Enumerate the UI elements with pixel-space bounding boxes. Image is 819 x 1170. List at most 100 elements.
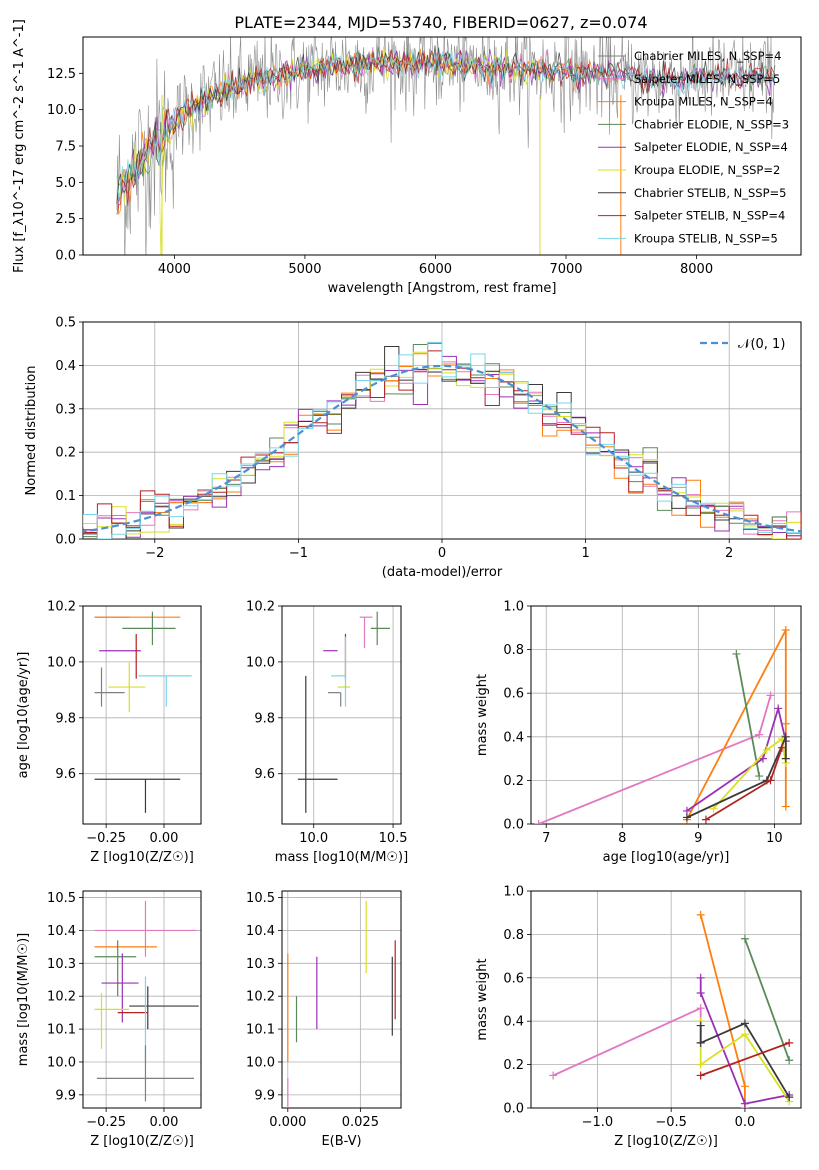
legend-entry: Chabrier MILES, N_SSP=4: [634, 49, 781, 63]
age-vs-mass-errorbars: [297, 611, 390, 813]
legend-entry: Chabrier STELIB, N_SSP=5: [634, 186, 786, 200]
y-tick-label: 10.0: [246, 1055, 275, 1070]
weight-point-marker: [740, 1030, 749, 1039]
y-tick-label: 9.6: [55, 767, 76, 782]
weight-series-line: [686, 705, 787, 812]
x-tick-label: 8000: [680, 262, 713, 277]
mass-vs-Z-errorbars: [94, 900, 199, 1102]
weight-series-line: [735, 653, 761, 777]
age-vs-Z-ylabel: age [log10(age/yr)]: [16, 652, 31, 779]
y-tick-label: 10.3: [246, 957, 275, 972]
weight-point-marker: [785, 1056, 794, 1065]
weight-vs-Z-axes: −1.0 −0.5 0.0 0.0 0.2 0.4 0.6 0.8 1.0 Z [log10(Z/…: [475, 885, 802, 1149]
x-tick-label: 7: [542, 831, 550, 846]
weight-point-marker: [781, 625, 790, 634]
x-tick-label: 7000: [549, 262, 582, 277]
mass-vs-EBV-frame: [281, 890, 402, 1109]
residuals-hist-layer: [83, 341, 801, 539]
weight-point-marker: [740, 934, 749, 943]
x-tick-label: −2: [145, 546, 164, 561]
weight-series-line: [552, 1006, 702, 1077]
weight-series-line: [538, 695, 772, 824]
x-tick-label: −1.0: [582, 1115, 614, 1130]
x-tick-label: 0.0: [735, 1115, 756, 1130]
spectrum-series-8: [116, 48, 776, 201]
weight-point-marker: [758, 754, 767, 763]
y-tick-label: 12.5: [47, 67, 76, 82]
weight-vs-age-lines: [534, 625, 790, 824]
weight-point-marker: [740, 1019, 749, 1028]
weight-point-marker: [696, 973, 705, 982]
y-tick-label: 0.0: [55, 249, 76, 264]
weight-point-marker: [777, 743, 786, 752]
figure-title: PLATE=2344, MJD=53740, FIBERID=0627, z=0…: [234, 13, 647, 32]
weight-point-marker: [766, 691, 775, 700]
y-tick-label: 0.5: [55, 316, 76, 331]
x-tick-label: −0.5: [655, 1115, 687, 1130]
y-tick-label: 9.8: [254, 711, 275, 726]
x-tick-label: 0.000: [269, 1115, 306, 1130]
y-tick-label: 0.4: [503, 730, 524, 745]
y-tick-label: 10.1: [47, 1023, 76, 1038]
weight-point-marker: [696, 988, 705, 997]
plots-layer: 4000 5000 6000 7000 80000.02.55.07.510.012.5…: [12, 19, 802, 1149]
x-tick-label: 0: [438, 546, 446, 561]
y-tick-label: 0.0: [503, 1102, 524, 1117]
spectrum-plot: [116, 37, 776, 255]
weight-point-marker: [774, 704, 783, 713]
mass-vs-Z-axes: −0.25 0.00 9.9 10.0 10.1 10.2 10.3 10.4 10.5 Z [l…: [16, 890, 202, 1149]
legend-entry: Kroupa ELODIE, N_SSP=2: [634, 163, 780, 177]
weight-vs-Z-frame: [530, 890, 802, 1109]
mass-vs-EBV-xlabel: E(B-V): [321, 1134, 361, 1149]
weight-point-marker: [682, 813, 691, 822]
weight-point-marker: [732, 649, 741, 658]
mass-vs-Z-frame: [82, 890, 202, 1109]
legend-entry: Salpeter STELIB, N_SSP=4: [634, 209, 785, 223]
x-tick-label: 0.025: [342, 1115, 379, 1130]
y-tick-label: 10.0: [47, 655, 76, 670]
y-tick-label: 9.9: [254, 1088, 275, 1103]
age-vs-Z-xlabel: Z [log10(Z/Z☉)]: [90, 850, 194, 865]
weight-series-line: [744, 938, 791, 1061]
weight-point-marker: [701, 815, 710, 824]
y-tick-label: 10.2: [47, 600, 76, 615]
weight-point-marker: [762, 745, 771, 754]
age-vs-mass-frame: [281, 605, 402, 825]
y-tick-label: 2.5: [55, 212, 76, 227]
y-tick-label: 9.9: [55, 1088, 76, 1103]
y-tick-label: 1.0: [503, 600, 524, 615]
age-vs-Z-errorbars: [94, 611, 192, 813]
spectrum-xlabel: wavelength [Angstrom, rest frame]: [328, 281, 557, 296]
residuals-ylabel: Normed distribution: [24, 366, 39, 496]
age-vs-Z-frame: [82, 605, 202, 825]
weight-series-line: [712, 737, 787, 810]
mass-vs-EBV-axes: 0.000 0.025 9.9 10.0 10.1 10.2 10.3 10.4 10.5 E(B…: [246, 890, 402, 1149]
y-tick-label: 9.8: [55, 711, 76, 726]
weight-point-marker: [781, 754, 790, 763]
weight-point-marker: [785, 1038, 794, 1047]
x-tick-label: 2: [725, 546, 733, 561]
y-tick-label: 0.4: [503, 1015, 524, 1030]
y-tick-label: 10.2: [246, 600, 275, 615]
y-tick-label: 10.4: [47, 924, 76, 939]
weight-vs-age-ylabel: mass weight: [475, 674, 490, 756]
residuals-xlabel: (data-model)/error: [382, 565, 503, 580]
weight-point-marker: [696, 1004, 705, 1013]
weight-vs-age-axes: 7 8 9 10 0.0 0.2 0.4 0.6 0.8 1.0 age [log10(age/yr…: [475, 600, 802, 865]
x-tick-label: −1: [289, 546, 308, 561]
x-tick-label: 5000: [288, 262, 321, 277]
mass-vs-Z-ylabel: mass [log10(M/M☉)]: [16, 933, 31, 1066]
weight-point-marker: [781, 802, 790, 811]
y-tick-label: 0.2: [55, 446, 76, 461]
y-tick-label: 0.8: [503, 928, 524, 943]
x-tick-label: 10: [766, 831, 783, 846]
x-tick-label: 10.5: [379, 831, 408, 846]
y-tick-label: 0.6: [503, 971, 524, 986]
y-tick-label: 0.1: [55, 489, 76, 504]
y-tick-label: 10.0: [246, 655, 275, 670]
residuals-axes: −2 −1 0 1 2 0.0 0.1 0.2 0.3 0.4 0.5 (data-model)/er…: [24, 316, 802, 580]
y-tick-label: 0.2: [503, 774, 524, 789]
weight-point-marker: [696, 1071, 705, 1080]
y-tick-label: 1.0: [503, 885, 524, 900]
